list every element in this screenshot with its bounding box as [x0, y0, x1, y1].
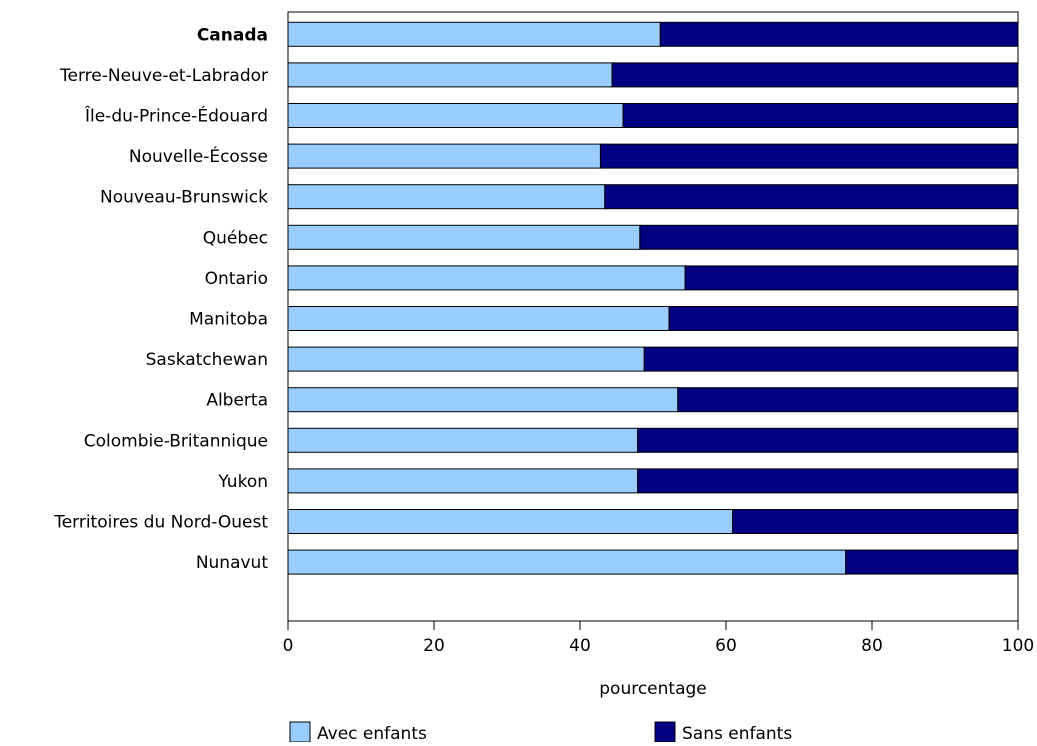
y-tick-label: Québec	[203, 228, 268, 248]
x-axis-label: pourcentage	[599, 679, 707, 699]
x-tick-label: 40	[569, 636, 591, 656]
y-tick-label: Terre-Neuve-et-Labrador	[59, 66, 268, 86]
y-tick-label: Nunavut	[196, 553, 269, 573]
bar-avec-enfants	[287, 509, 734, 534]
y-tick-label: Territoires du Nord-Ouest	[53, 513, 268, 533]
bar-sans-enfants	[643, 346, 1019, 372]
bar-avec-enfants	[287, 427, 639, 453]
bar-sans-enfants	[622, 103, 1019, 128]
bar-sans-enfants	[639, 224, 1019, 250]
legend-swatch	[289, 721, 311, 743]
bar-avec-enfants	[287, 103, 624, 128]
bar-sans-enfants	[611, 62, 1019, 88]
y-tick-label: Manitoba	[189, 310, 268, 330]
bar-avec-enfants	[287, 184, 606, 210]
y-tick-label: Alberta	[206, 391, 268, 411]
x-tick-label: 0	[283, 636, 294, 656]
bar-sans-enfants	[599, 143, 1019, 169]
bar-sans-enfants	[668, 306, 1019, 331]
y-tick-label: Ontario	[205, 269, 268, 289]
y-tick-label: Saskatchewan	[146, 350, 268, 370]
y-tick-label: Nouveau-Brunswick	[100, 188, 268, 208]
x-tick-label: 60	[715, 636, 737, 656]
bar-sans-enfants	[677, 387, 1019, 413]
y-tick-label: Canada	[197, 25, 268, 45]
bar-avec-enfants	[287, 306, 670, 331]
bar-avec-enfants	[287, 143, 601, 169]
bar-sans-enfants	[637, 468, 1019, 494]
legend-label: Avec enfants	[317, 724, 427, 742]
bar-sans-enfants	[659, 21, 1019, 47]
x-tick-label: 100	[1002, 636, 1034, 656]
bar-avec-enfants	[287, 468, 639, 494]
bar-sans-enfants	[845, 549, 1019, 575]
legend-label: Sans enfants	[682, 724, 792, 742]
bar-avec-enfants	[287, 265, 686, 291]
bar-sans-enfants	[684, 265, 1019, 291]
bar-sans-enfants	[637, 427, 1019, 453]
bar-sans-enfants	[604, 184, 1019, 210]
bar-avec-enfants	[287, 549, 847, 575]
bar-sans-enfants	[732, 509, 1019, 534]
bar-avec-enfants	[287, 387, 679, 413]
y-tick-label: Île-du-Prince-Édouard	[84, 105, 268, 127]
x-tick-label: 80	[861, 636, 883, 656]
bar-avec-enfants	[287, 21, 661, 47]
bar-avec-enfants	[287, 224, 641, 250]
y-tick-label: Yukon	[217, 472, 268, 492]
y-tick-label: Nouvelle-Écosse	[129, 145, 268, 167]
bar-avec-enfants	[287, 62, 613, 88]
legend-swatch	[654, 721, 676, 743]
y-tick-label: Colombie-Britannique	[84, 431, 268, 451]
x-tick-label: 20	[423, 636, 445, 656]
bar-avec-enfants	[287, 346, 645, 372]
